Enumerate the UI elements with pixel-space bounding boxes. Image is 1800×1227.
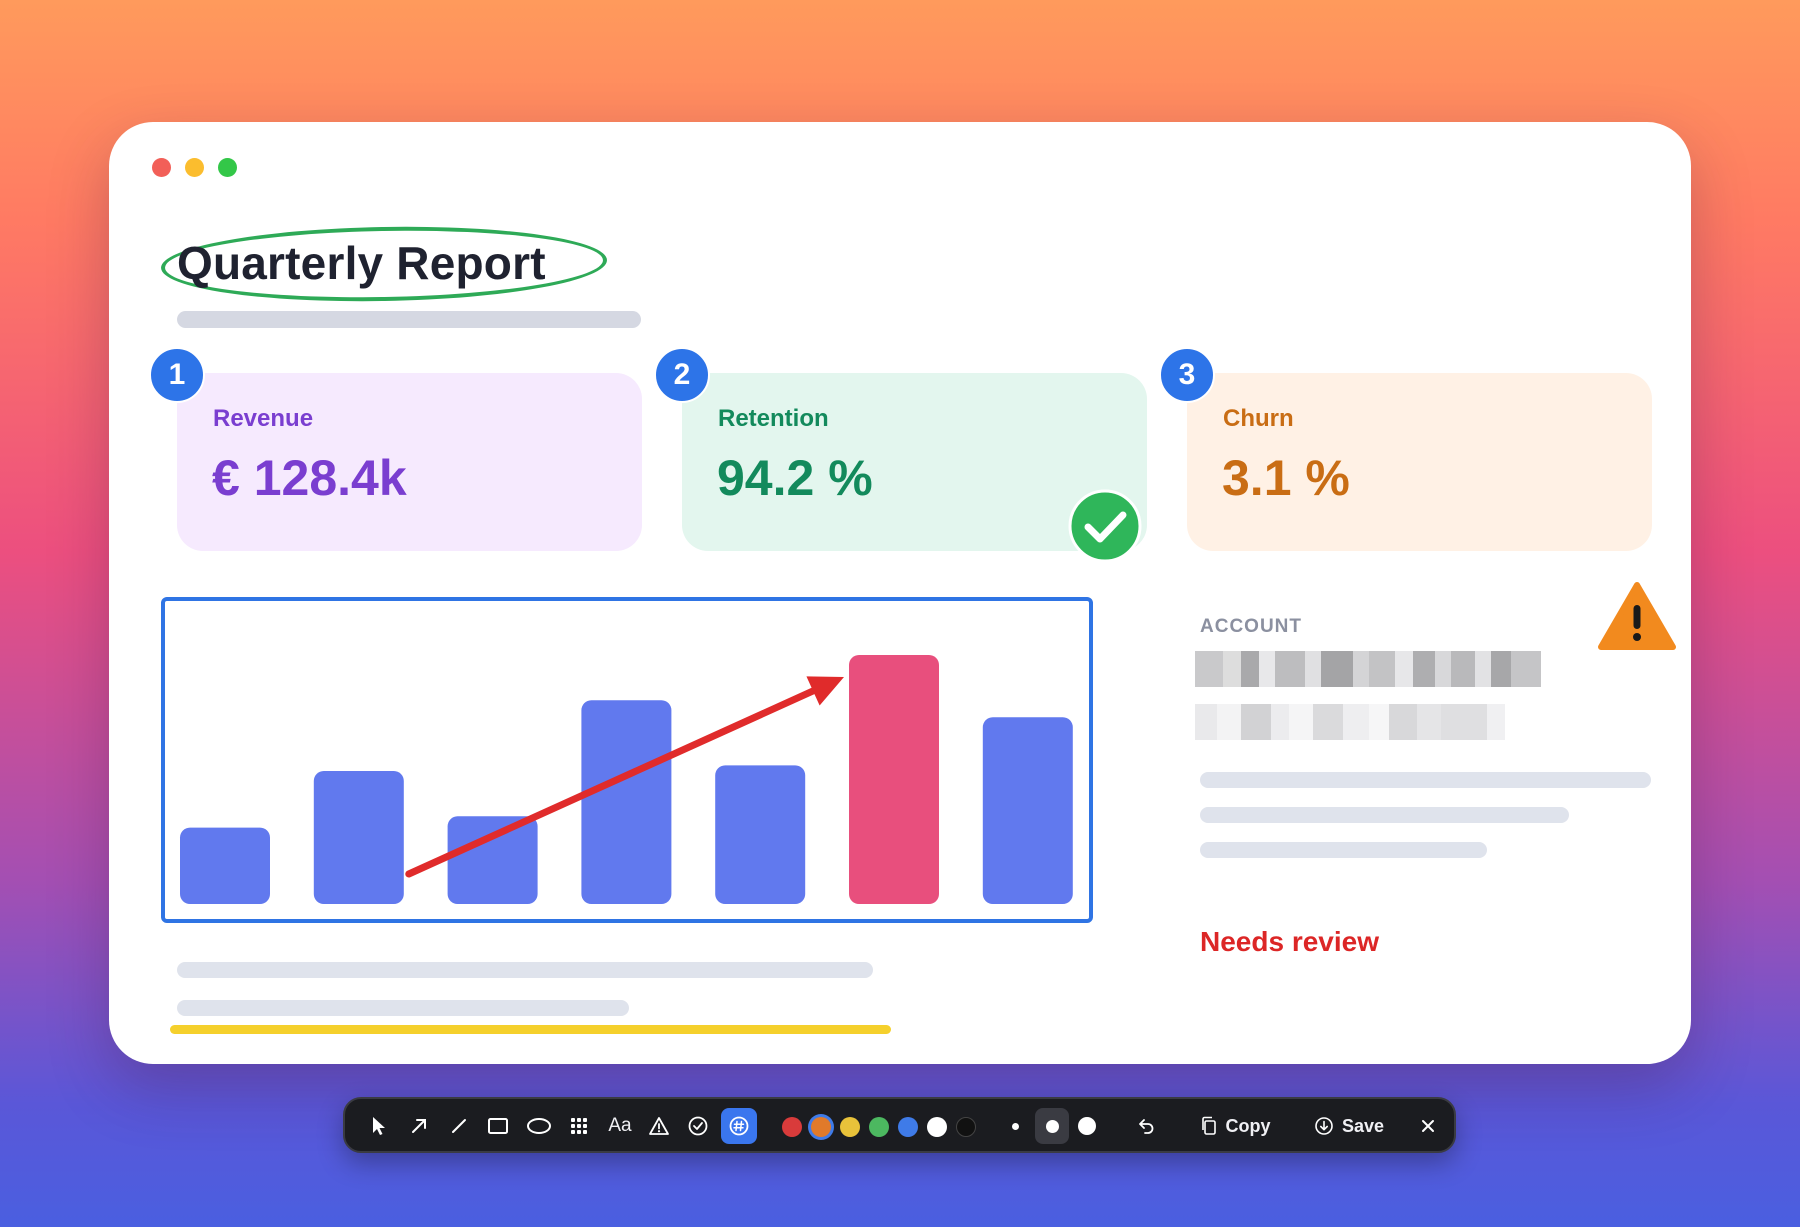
copy-button[interactable]: Copy bbox=[1195, 1108, 1275, 1144]
undo-icon[interactable] bbox=[1131, 1108, 1161, 1144]
rectangle-icon[interactable] bbox=[482, 1108, 514, 1144]
text-icon[interactable]: Aa bbox=[604, 1108, 636, 1144]
pixelate-icon[interactable] bbox=[564, 1108, 594, 1144]
color-swatch-red[interactable] bbox=[782, 1117, 802, 1137]
annotation-toolbar: Aa Copy Save bbox=[343, 1097, 1456, 1153]
color-swatch-yellow[interactable] bbox=[840, 1117, 860, 1137]
window-minimize-button[interactable] bbox=[185, 158, 204, 177]
warning-stamp-icon[interactable] bbox=[644, 1108, 674, 1144]
stroke-small-button[interactable] bbox=[1003, 1108, 1027, 1144]
number-stamp[interactable]: 3 bbox=[1159, 347, 1215, 403]
copy-label: Copy bbox=[1225, 1115, 1271, 1136]
pixelated-redaction[interactable] bbox=[1195, 704, 1505, 740]
color-swatch-blue[interactable] bbox=[898, 1117, 918, 1137]
number-stamp-icon[interactable] bbox=[721, 1108, 757, 1144]
card-value: 94.2 % bbox=[717, 450, 873, 506]
rectangle-annotation[interactable] bbox=[161, 597, 1093, 923]
number-stamp[interactable]: 1 bbox=[149, 347, 205, 403]
placeholder-line bbox=[1200, 807, 1569, 823]
save-button[interactable]: Save bbox=[1311, 1108, 1387, 1144]
line-icon[interactable] bbox=[444, 1108, 474, 1144]
color-swatch-black[interactable] bbox=[956, 1117, 976, 1137]
card-value: 3.1 % bbox=[1222, 450, 1350, 506]
close-icon[interactable] bbox=[1415, 1108, 1441, 1144]
color-swatch-white[interactable] bbox=[927, 1117, 947, 1137]
card-value: € 128.4k bbox=[212, 450, 407, 506]
placeholder-line bbox=[1200, 842, 1487, 858]
highlighter-annotation[interactable] bbox=[170, 1025, 891, 1034]
card-label: Retention bbox=[718, 405, 829, 432]
window-zoom-button[interactable] bbox=[218, 158, 237, 177]
revenue-card: Revenue € 128.4k bbox=[177, 373, 642, 551]
pixelated-redaction[interactable] bbox=[1195, 651, 1541, 687]
stroke-large-button[interactable] bbox=[1073, 1108, 1101, 1144]
text-tool-label: Aa bbox=[608, 1115, 632, 1136]
warning-icon[interactable] bbox=[1597, 581, 1677, 653]
churn-card: Churn 3.1 % bbox=[1187, 373, 1652, 551]
report-window bbox=[109, 122, 1691, 1064]
placeholder-line bbox=[177, 311, 641, 328]
ellipse-icon[interactable] bbox=[522, 1108, 556, 1144]
window-close-button[interactable] bbox=[152, 158, 171, 177]
arrow-icon[interactable] bbox=[404, 1108, 434, 1144]
color-swatch-green[interactable] bbox=[869, 1117, 889, 1137]
copy-icon bbox=[1201, 1116, 1216, 1135]
color-swatch-orange[interactable] bbox=[811, 1117, 831, 1137]
save-label: Save bbox=[1341, 1115, 1385, 1136]
card-label: Revenue bbox=[213, 405, 314, 432]
select-icon[interactable] bbox=[364, 1108, 394, 1144]
number-stamp[interactable]: 2 bbox=[654, 347, 710, 403]
card-label: Churn bbox=[1223, 405, 1294, 432]
download-icon bbox=[1315, 1117, 1333, 1135]
page-title: Quarterly Report bbox=[177, 237, 546, 289]
stroke-medium-button[interactable] bbox=[1035, 1108, 1069, 1144]
check-icon[interactable] bbox=[1067, 488, 1143, 564]
status-text: Needs review bbox=[1200, 926, 1379, 957]
section-label: ACCOUNT bbox=[1200, 616, 1302, 637]
placeholder-line bbox=[177, 1000, 629, 1016]
check-stamp-icon[interactable] bbox=[683, 1108, 713, 1144]
placeholder-line bbox=[177, 962, 873, 978]
placeholder-line bbox=[1200, 772, 1651, 788]
